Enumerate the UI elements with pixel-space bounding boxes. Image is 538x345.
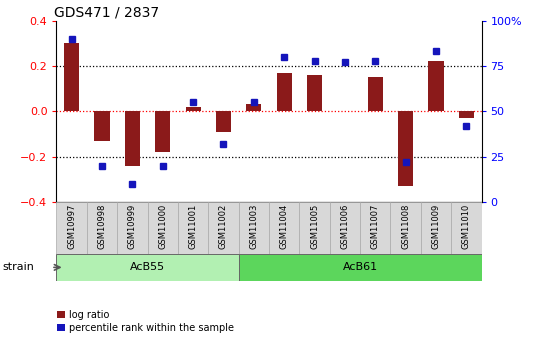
Bar <box>147 202 178 254</box>
Text: GSM11007: GSM11007 <box>371 204 380 249</box>
Text: GSM10998: GSM10998 <box>97 204 107 249</box>
Bar <box>216 111 231 132</box>
Legend: log ratio, percentile rank within the sample: log ratio, percentile rank within the sa… <box>53 306 238 337</box>
Text: GSM11010: GSM11010 <box>462 204 471 249</box>
Bar <box>398 111 413 186</box>
Bar <box>391 202 421 254</box>
Text: GSM11001: GSM11001 <box>189 204 197 249</box>
Bar <box>95 111 110 141</box>
Text: GSM11004: GSM11004 <box>280 204 289 249</box>
Bar <box>208 202 239 254</box>
Bar <box>421 202 451 254</box>
Bar <box>125 111 140 166</box>
Bar <box>64 43 79 111</box>
Text: AcB61: AcB61 <box>343 263 378 272</box>
Bar <box>239 202 269 254</box>
Bar <box>367 77 383 111</box>
Bar <box>56 254 239 281</box>
Bar <box>459 111 474 118</box>
Bar <box>239 254 482 281</box>
Bar <box>186 107 201 111</box>
Text: strain: strain <box>3 263 34 272</box>
Text: GSM11002: GSM11002 <box>219 204 228 249</box>
Bar <box>56 202 87 254</box>
Text: GSM11005: GSM11005 <box>310 204 319 249</box>
Bar <box>178 202 208 254</box>
Text: GSM10997: GSM10997 <box>67 204 76 249</box>
Text: AcB55: AcB55 <box>130 263 165 272</box>
Bar <box>155 111 171 152</box>
Text: GSM11000: GSM11000 <box>158 204 167 249</box>
Bar <box>307 75 322 111</box>
Bar <box>299 202 330 254</box>
Text: GSM11009: GSM11009 <box>431 204 441 249</box>
Bar <box>246 105 261 111</box>
Text: GSM10999: GSM10999 <box>128 204 137 249</box>
Bar <box>360 202 391 254</box>
Bar <box>269 202 299 254</box>
Text: GDS471 / 2837: GDS471 / 2837 <box>54 6 159 20</box>
Text: GSM11003: GSM11003 <box>249 204 258 249</box>
Text: GSM11006: GSM11006 <box>341 204 349 249</box>
Bar <box>451 202 482 254</box>
Bar <box>428 61 443 111</box>
Bar <box>87 202 117 254</box>
Bar <box>277 73 292 111</box>
Bar <box>117 202 147 254</box>
Text: GSM11008: GSM11008 <box>401 204 410 249</box>
Bar <box>330 202 360 254</box>
